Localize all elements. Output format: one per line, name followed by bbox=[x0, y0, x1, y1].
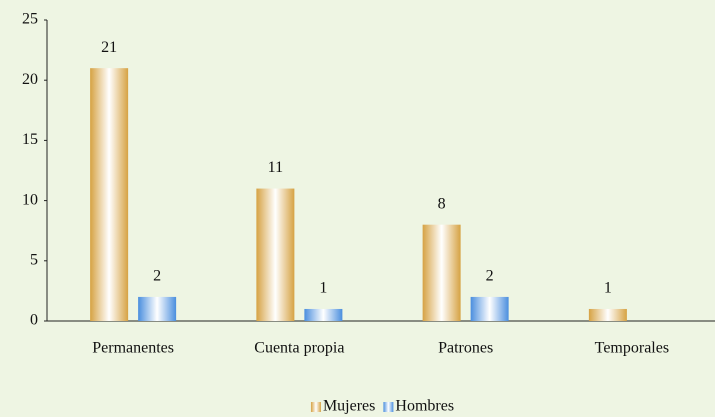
data-label: 1 bbox=[319, 280, 327, 297]
y-tick-label: 0 bbox=[30, 312, 38, 329]
x-tick-label: Cuenta propia bbox=[254, 340, 344, 357]
bar bbox=[138, 296, 177, 321]
data-label: 21 bbox=[101, 39, 117, 56]
legend-label: Hombres bbox=[395, 398, 454, 415]
y-tick-label: 15 bbox=[22, 131, 38, 148]
bar bbox=[90, 68, 129, 321]
y-tick-label: 25 bbox=[22, 11, 38, 28]
legend: Mujeres Hombres bbox=[310, 398, 454, 415]
bar bbox=[256, 188, 295, 321]
legend-label: Mujeres bbox=[323, 398, 375, 415]
y-tick-label: 10 bbox=[22, 191, 38, 208]
y-tick-label: 5 bbox=[30, 251, 38, 268]
data-label: 1 bbox=[604, 280, 612, 297]
bar bbox=[470, 296, 509, 321]
data-label: 2 bbox=[486, 268, 494, 285]
x-tick-label: Patrones bbox=[438, 340, 493, 357]
data-label: 2 bbox=[153, 268, 161, 285]
bar bbox=[588, 308, 627, 321]
data-label: 11 bbox=[268, 159, 283, 176]
data-label: 8 bbox=[438, 195, 446, 212]
x-tick-label: Permanentes bbox=[92, 340, 174, 357]
bar bbox=[422, 224, 461, 321]
bar bbox=[304, 308, 343, 321]
x-tick-label: Temporales bbox=[595, 340, 669, 357]
y-tick-label: 20 bbox=[22, 71, 38, 88]
legend-swatch bbox=[310, 402, 321, 412]
legend-swatch bbox=[383, 402, 394, 412]
